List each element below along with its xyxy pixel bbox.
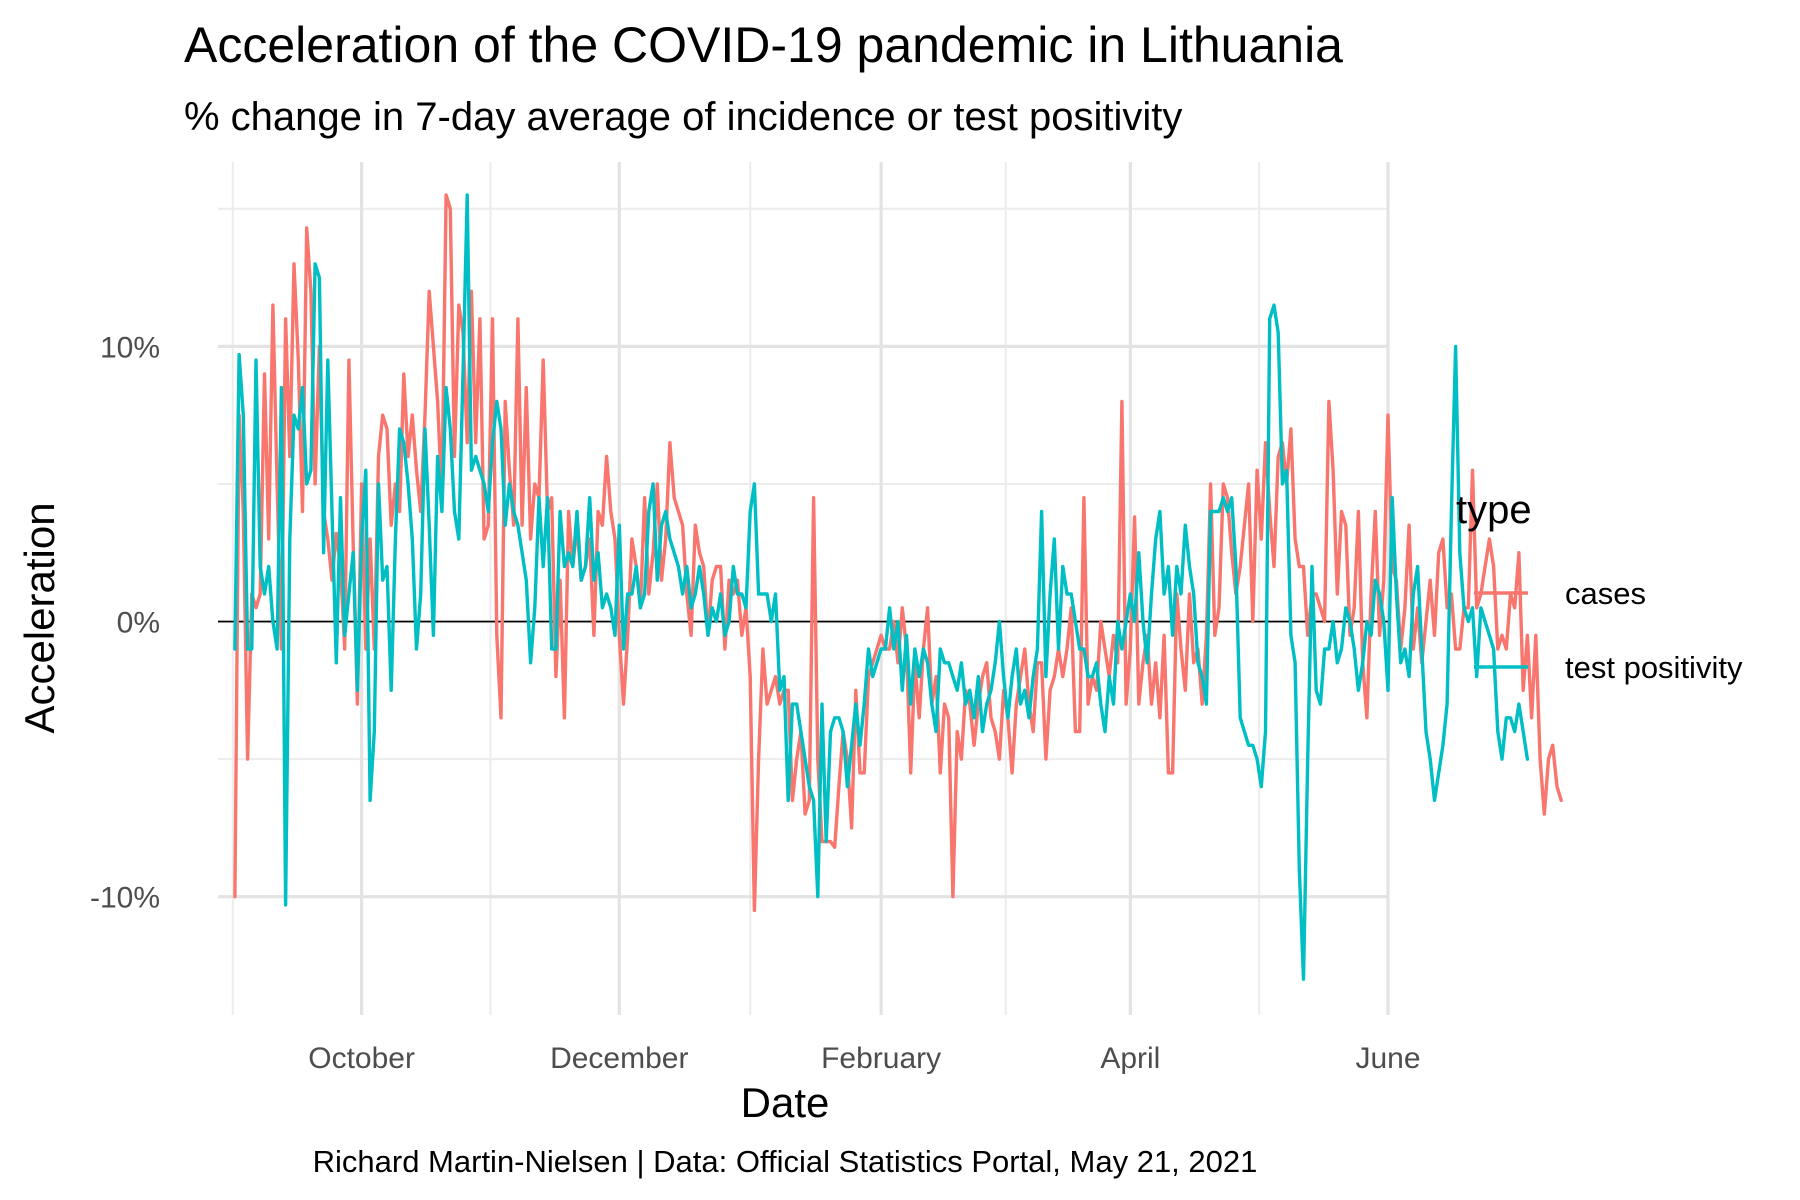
x-tick-label: June: [1355, 1042, 1420, 1075]
x-tick-label: December: [550, 1042, 688, 1075]
legend: type cases test positivity: [1456, 488, 1743, 685]
x-tick-label: February: [821, 1042, 941, 1075]
series-line-cases: [233, 193, 1563, 913]
x-tick-label: April: [1100, 1042, 1160, 1075]
chart-caption: Richard Martin-Nielsen | Data: Official …: [313, 1144, 1258, 1179]
y-tick-label: 0%: [117, 607, 160, 640]
chart-title: Acceleration of the COVID-19 pandemic in…: [184, 17, 1343, 73]
legend-label: cases: [1565, 576, 1646, 611]
y-tick-label: 10%: [100, 331, 160, 364]
x-axis-label: Date: [741, 1079, 830, 1126]
legend-item: test positivity: [1474, 650, 1743, 685]
legend-title: type: [1456, 488, 1532, 532]
series-line-test-positivity: [233, 193, 1530, 981]
legend-item: cases: [1474, 576, 1646, 611]
chart-subtitle: % change in 7-day average of incidence o…: [184, 95, 1182, 139]
y-tick-label: -10%: [90, 882, 160, 915]
y-axis-label: Acceleration: [16, 502, 63, 733]
x-tick-labels: October December February April June: [308, 1042, 1420, 1075]
x-tick-label: October: [308, 1042, 415, 1075]
series-group: [233, 193, 1563, 981]
y-tick-labels: -10% 0% 10%: [90, 331, 160, 914]
legend-label: test positivity: [1565, 650, 1743, 685]
legend-items: cases test positivity: [1474, 576, 1743, 685]
